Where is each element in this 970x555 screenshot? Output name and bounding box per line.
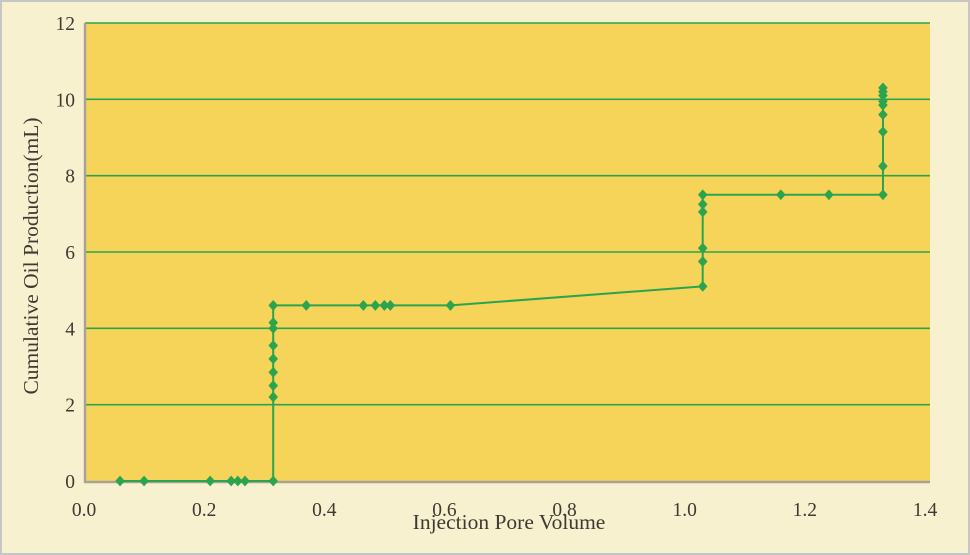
data-point <box>232 475 243 487</box>
data-point <box>697 198 708 210</box>
data-point <box>878 126 888 138</box>
data-point <box>878 95 888 107</box>
data-point <box>878 82 888 94</box>
data-point <box>385 300 396 311</box>
x-axis-tick-labels: 0.0 0.2 0.4 0.6 0.8 1.0 1.2 1.4 <box>72 500 938 521</box>
data-point <box>268 380 279 391</box>
y-tick-label: 4 <box>65 319 75 340</box>
x-tick-label: 0.0 <box>72 500 96 521</box>
data-point <box>268 391 279 403</box>
y-tick-label: 10 <box>56 90 76 111</box>
data-point <box>268 300 279 311</box>
x-axis-title: Injection Pore Volume <box>412 510 606 534</box>
x-tick-label: 0.4 <box>312 500 337 521</box>
data-point <box>301 300 312 311</box>
data-point <box>445 300 456 311</box>
data-point <box>697 256 708 267</box>
x-tick-label: 1.2 <box>793 500 817 521</box>
x-tick-label: 1.4 <box>913 500 938 521</box>
y-tick-label: 0 <box>65 472 75 493</box>
y-tick-label: 2 <box>65 396 75 417</box>
data-point <box>878 109 888 120</box>
data-point <box>878 160 888 172</box>
data-point <box>226 475 236 487</box>
data-point <box>697 189 708 201</box>
data-point <box>268 353 279 365</box>
data-point <box>370 300 381 311</box>
data-point <box>268 317 279 329</box>
data-point <box>240 475 250 487</box>
y-tick-label: 8 <box>65 167 75 188</box>
y-axis-title: Cumulative Oil Production(mL) <box>19 117 43 395</box>
data-point <box>268 366 279 378</box>
data-point <box>878 189 888 201</box>
data-point <box>379 300 390 311</box>
gridlines <box>85 22 930 406</box>
x-tick-label: 1.0 <box>673 500 697 521</box>
y-axis-tick-labels: 0 2 4 6 8 10 12 <box>56 14 76 493</box>
y-tick-label: 6 <box>65 243 75 264</box>
x-tick-label: 0.8 <box>552 500 576 521</box>
x-tick-label: 0.2 <box>192 500 216 521</box>
data-point <box>268 475 279 487</box>
data-point <box>697 206 708 218</box>
data-point <box>358 300 369 311</box>
data-point <box>776 189 786 201</box>
data-point <box>115 475 125 487</box>
data-point <box>824 189 834 201</box>
x-tick-label: 0.6 <box>432 500 457 521</box>
y-tick-label: 12 <box>56 14 76 35</box>
data-series <box>115 82 888 487</box>
data-point <box>268 340 279 351</box>
data-point <box>697 280 708 292</box>
data-point <box>139 475 149 487</box>
data-point <box>205 475 215 487</box>
data-point <box>268 322 279 334</box>
data-point <box>697 242 708 254</box>
